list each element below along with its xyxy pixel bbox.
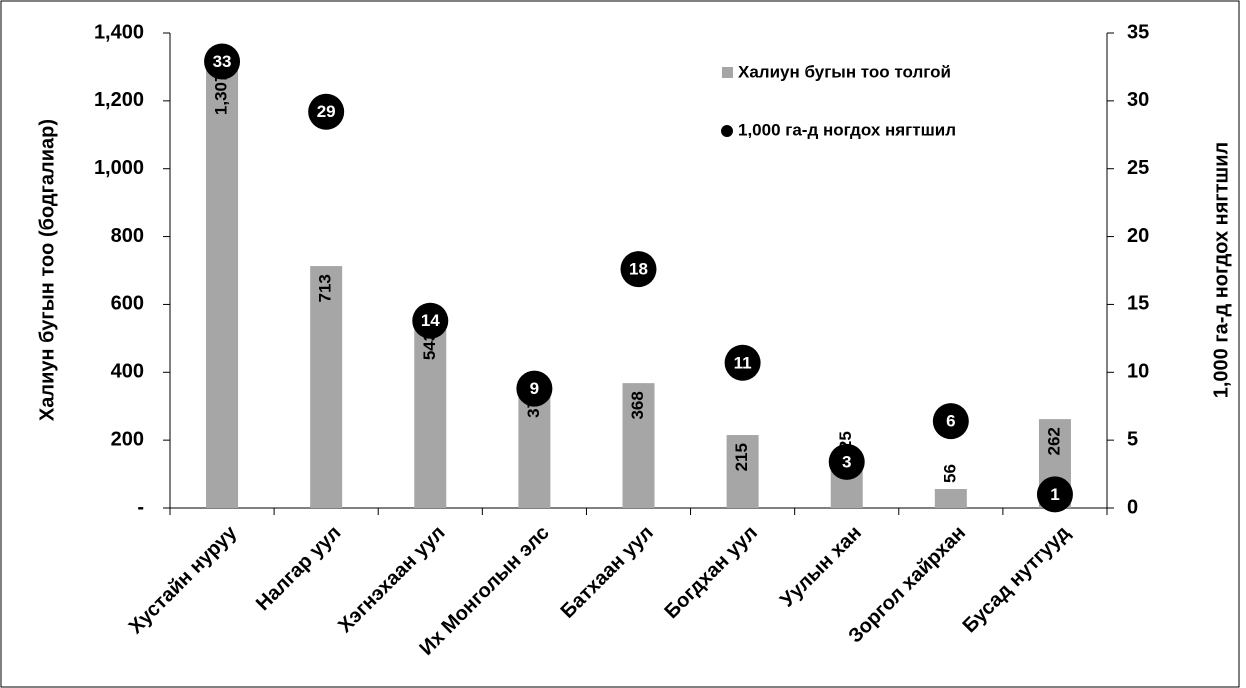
dot <box>932 403 969 440</box>
x-tick-label: Богдхан уул <box>660 522 761 623</box>
bar <box>622 383 655 508</box>
dot <box>516 370 553 407</box>
y2-axis-title: 1,000 га-д ногдох нягтшил <box>1210 142 1232 398</box>
y2-tick-label: 10 <box>1127 361 1149 383</box>
x-tick-label: Хустайн нуруу <box>125 521 242 638</box>
bar-value-label: 368 <box>628 391 647 419</box>
legend-label: Халиун бугын тоо толгой <box>738 62 951 81</box>
y-tick-label: 1,400 <box>94 21 144 43</box>
y-tick-label: 400 <box>111 361 144 383</box>
x-tick-label: Батхаан уул <box>557 522 658 623</box>
y-tick-label: 1,200 <box>94 89 144 111</box>
bar <box>310 266 343 508</box>
y2-tick-label: 30 <box>1127 89 1149 111</box>
x-tick-label: Налгар уул <box>252 522 345 615</box>
dot-value-label: 9 <box>530 379 539 398</box>
bar-value-label: 56 <box>940 464 959 483</box>
x-tick-label: Хэгнэхаан уул <box>334 522 449 637</box>
bar-value-label: 215 <box>732 443 751 471</box>
x-tick-label: Бусад нутгууд <box>959 522 1075 638</box>
dot <box>828 443 865 480</box>
bar-value-label: 713 <box>316 274 335 302</box>
dot-value-label: 3 <box>842 452 851 471</box>
dot <box>724 344 761 381</box>
dot <box>308 93 345 130</box>
y-tick-label: 600 <box>111 293 144 315</box>
dot-value-label: 6 <box>946 412 955 431</box>
y2-tick-label: 25 <box>1127 157 1149 179</box>
dot <box>620 251 657 288</box>
bar <box>206 64 239 508</box>
bar-value-label: 1,307 <box>212 73 231 116</box>
dot-value-label: 1 <box>1050 485 1059 504</box>
x-tick-label: Зоргол хайрхан <box>844 522 970 648</box>
legend-label: 1,000 га-д ногдох нягтшил <box>738 120 956 139</box>
y2-tick-label: 35 <box>1127 21 1149 43</box>
dot-value-label: 29 <box>317 102 336 121</box>
dot-value-label: 33 <box>213 52 232 71</box>
bar <box>414 323 447 508</box>
legend-swatch <box>722 67 733 78</box>
dot-value-label: 18 <box>629 260 648 279</box>
y-axis-title: Халиун бугын тоо (бодгалиар) <box>36 119 58 421</box>
bar-value-label: 543 <box>420 332 439 360</box>
bar <box>934 489 967 508</box>
y-tick-label: - <box>137 496 144 518</box>
y-tick-label: 1,000 <box>94 157 144 179</box>
y2-tick-label: 0 <box>1127 496 1138 518</box>
dot-value-label: 14 <box>421 311 440 330</box>
dot <box>1036 476 1073 513</box>
x-tick-label: Уулын хан <box>776 522 866 612</box>
y-tick-label: 200 <box>111 428 144 450</box>
y2-tick-label: 5 <box>1127 428 1138 450</box>
bar-value-label: 262 <box>1044 427 1063 455</box>
y-tick-label: 800 <box>111 225 144 247</box>
y2-tick-label: 15 <box>1127 293 1149 315</box>
y2-tick-label: 20 <box>1127 225 1149 247</box>
bar <box>726 435 759 508</box>
dot <box>204 43 241 80</box>
legend-swatch <box>721 125 733 137</box>
dot <box>412 302 449 339</box>
dot-value-label: 11 <box>734 353 752 372</box>
